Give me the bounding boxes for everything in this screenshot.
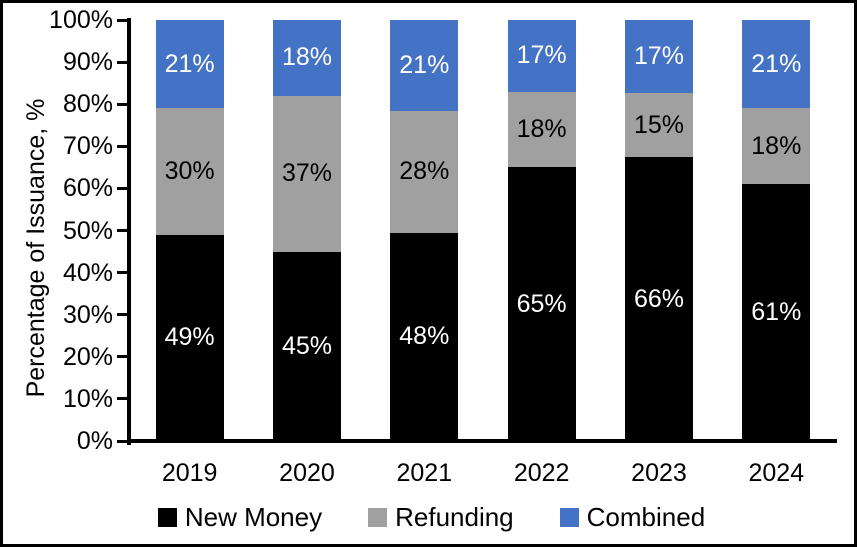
bar-segment-2021-new-money: 48% <box>390 232 459 441</box>
y-tick-label-10-: 10% <box>62 384 113 413</box>
bar-segment-2019-combined: 21% <box>155 20 224 109</box>
legend-item-combined: Combined <box>559 502 706 532</box>
x-axis-label-2024: 2024 <box>748 459 805 487</box>
y-tick-mark-80- <box>117 102 127 106</box>
bar-2019: 49% 30% 21% <box>155 20 224 441</box>
y-tick-mark-40- <box>117 271 127 275</box>
data-label-2021-combined: 21% <box>399 51 450 80</box>
y-tick-mark-60- <box>117 186 127 190</box>
legend-item-refunding: Refunding <box>368 503 514 531</box>
legend-item-new-money: New Money <box>157 502 323 532</box>
bar-segment-2024-combined: 21% <box>742 20 811 109</box>
bar-segment-2019-new-money: 49% <box>155 234 224 441</box>
data-label-2024-new-money: 61% <box>751 298 802 327</box>
bar-segment-2020-combined: 18% <box>272 20 341 96</box>
bar-segment-2023-refunding: 15% <box>624 93 693 158</box>
data-label-2023-refunding: 15% <box>633 110 684 139</box>
y-tick-label-30-: 30% <box>62 300 113 329</box>
data-label-2021-refunding: 28% <box>399 157 450 186</box>
bar-segment-2020-refunding: 37% <box>272 95 341 252</box>
y-tick-label-40-: 40% <box>62 258 113 287</box>
data-label-2024-refunding: 18% <box>751 131 802 160</box>
y-tick-mark-90- <box>117 60 127 64</box>
y-axis-line <box>127 18 131 445</box>
x-axis-line <box>127 439 837 443</box>
y-tick-mark-0- <box>117 439 127 443</box>
legend: New Money Refunding Combined <box>3 502 854 532</box>
data-label-2023-combined: 17% <box>633 42 684 71</box>
bar-segment-2023-combined: 17% <box>624 20 693 94</box>
bar-column-2024: 61% 18% 21% <box>718 20 835 441</box>
bar-2024: 61% 18% 21% <box>742 20 811 441</box>
y-tick-label-60-: 60% <box>62 174 113 203</box>
data-label-2020-combined: 18% <box>281 43 332 72</box>
legend-label-new-money: New Money <box>184 502 323 532</box>
y-tick-label-80-: 80% <box>62 90 113 119</box>
y-tick-mark-30- <box>117 313 127 317</box>
data-label-2022-new-money: 65% <box>516 289 567 318</box>
x-axis-label-2020: 2020 <box>279 459 335 487</box>
bar-segment-2023-new-money: 66% <box>624 157 693 441</box>
data-label-2023-new-money: 66% <box>633 284 684 313</box>
y-tick-mark-10- <box>117 397 127 401</box>
bar-segment-2024-new-money: 61% <box>742 184 811 441</box>
data-label-2024-combined: 21% <box>751 49 802 78</box>
bar-segment-2024-refunding: 18% <box>742 108 811 185</box>
legend-label-refunding: Refunding <box>395 502 514 532</box>
y-tick-label-0-: 0% <box>76 427 113 455</box>
bar-column-2019: 49% 30% 21% <box>131 20 248 441</box>
data-label-2019-combined: 21% <box>164 49 215 78</box>
data-label-2019-new-money: 49% <box>164 323 215 352</box>
y-tick-label-90-: 90% <box>62 48 113 77</box>
bar-segment-2019-refunding: 30% <box>155 108 224 235</box>
data-label-2022-combined: 17% <box>516 41 567 70</box>
bar-segment-2021-combined: 21% <box>390 20 459 112</box>
data-label-2020-refunding: 37% <box>281 159 332 188</box>
x-axis-label-2019: 2019 <box>161 459 218 487</box>
bar-2020: 45% 37% 18% <box>272 20 341 441</box>
bar-2021: 48% 28% 21% <box>390 20 459 441</box>
bar-segment-2020-new-money: 45% <box>272 251 341 441</box>
data-label-2019-refunding: 30% <box>164 157 215 186</box>
data-label-2020-new-money: 45% <box>281 331 332 360</box>
bar-segment-2022-refunding: 18% <box>507 91 576 168</box>
legend-swatch-refunding <box>368 507 388 527</box>
bar-2022: 65% 18% 17% <box>507 20 576 441</box>
bar-column-2023: 66% 15% 17% <box>600 20 717 441</box>
legend-swatch-new-money <box>157 507 177 527</box>
data-label-2022-refunding: 18% <box>516 114 567 143</box>
data-label-2021-new-money: 48% <box>399 322 450 351</box>
bar-segment-2021-refunding: 28% <box>390 111 459 233</box>
y-tick-label-70-: 70% <box>62 132 113 161</box>
y-tick-label-50-: 50% <box>62 216 113 245</box>
x-axis-label-2021: 2021 <box>396 459 453 487</box>
plot-area: 49% 30% 21% 45% 37% 18% 48% 28% 21% 65% 18% 17% 66% 1… <box>131 20 835 441</box>
legend-label-combined: Combined <box>586 502 706 532</box>
y-tick-mark-100- <box>117 18 127 22</box>
bar-segment-2022-new-money: 65% <box>507 167 576 441</box>
y-tick-mark-70- <box>117 144 127 148</box>
bar-segment-2022-combined: 17% <box>507 20 576 92</box>
y-tick-label-100-: 100% <box>49 6 113 34</box>
y-tick-mark-20- <box>117 355 127 359</box>
y-tick-mark-50- <box>117 229 127 232</box>
legend-swatch-combined <box>559 507 579 527</box>
y-tick-label-20-: 20% <box>62 342 113 371</box>
x-axis-label-2022: 2022 <box>513 459 570 487</box>
bar-column-2020: 45% 37% 18% <box>248 20 365 441</box>
bar-column-2021: 48% 28% 21% <box>366 20 483 441</box>
bar-column-2022: 65% 18% 17% <box>483 20 600 441</box>
x-axis-label-2023: 2023 <box>631 459 687 487</box>
bar-2023: 66% 15% 17% <box>624 20 693 441</box>
